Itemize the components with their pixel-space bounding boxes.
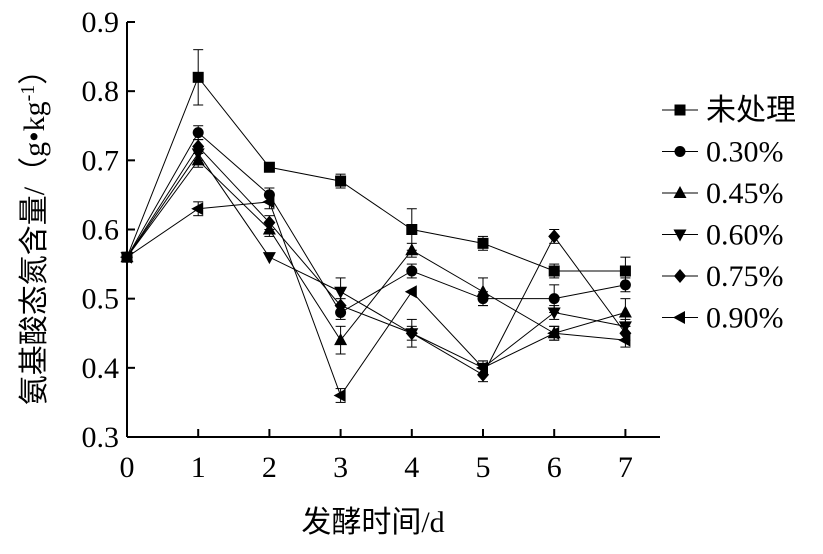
x-tick-label: 1 — [191, 451, 206, 484]
data-point — [476, 361, 488, 375]
y-axis-title: 氨基酸态氮含量/（g•kg-1） — [17, 55, 51, 406]
series-1 — [121, 49, 631, 286]
data-point — [477, 237, 489, 249]
series-line — [126, 159, 626, 342]
x-tick-label: 0 — [120, 451, 135, 484]
series-line — [126, 201, 626, 397]
y-axis-title-sup: -1 — [17, 85, 39, 102]
data-point — [334, 286, 348, 299]
legend-marker — [673, 229, 687, 242]
data-point — [263, 161, 275, 173]
y-tick-label: 0.5 — [82, 283, 120, 316]
data-point — [619, 265, 631, 277]
data-point — [405, 326, 418, 341]
y-axis-title-tail: ） — [18, 55, 51, 85]
data-point — [334, 333, 348, 346]
y-tick-label: 0.7 — [82, 144, 120, 177]
data-point — [192, 139, 205, 154]
series-line — [126, 76, 626, 272]
legend-label: 0.30% — [706, 136, 784, 169]
legend-marker — [674, 104, 686, 116]
ticks: 0.3 0.4 0.5 0.6 0.7 0.8 0.9 0 1 2 3 4 5 6 7 — [82, 6, 633, 484]
legend-item: 0.75% — [662, 260, 784, 293]
data-point — [404, 285, 417, 299]
data-point — [547, 326, 560, 340]
data-point — [262, 195, 275, 209]
data-point — [405, 243, 419, 256]
data-point — [120, 250, 132, 264]
x-tick-label: 7 — [618, 451, 633, 484]
series-line — [126, 131, 626, 314]
data-point — [548, 229, 561, 244]
series-line — [126, 152, 626, 369]
series-line — [126, 145, 626, 376]
legend-item: 0.90% — [662, 302, 784, 335]
legend-item: 0.30% — [662, 136, 784, 169]
legend-label: 未处理 — [706, 94, 796, 127]
series-6 — [120, 194, 631, 403]
data-point — [192, 71, 204, 83]
y-axis-title-main: 氨基酸态氮含量/（g•kg — [18, 101, 51, 405]
legend: 未处理 0.30% 0.45% 0.60% 0.75% 0.90% — [662, 94, 796, 335]
legend-label: 0.60% — [706, 219, 784, 252]
data-point — [547, 307, 561, 320]
series-2 — [121, 125, 631, 320]
y-tick-label: 0.6 — [82, 214, 120, 247]
legend-item: 0.45% — [662, 177, 784, 210]
data-point — [262, 252, 276, 265]
legend-item: 未处理 — [662, 94, 796, 127]
data-point — [619, 279, 631, 291]
data-point — [548, 265, 560, 277]
legend-marker — [674, 269, 686, 283]
legend-marker — [673, 311, 685, 324]
series-3 — [120, 152, 632, 355]
data-point — [406, 224, 418, 235]
data-point — [263, 215, 276, 230]
data-point — [618, 305, 632, 318]
legend-item: 0.60% — [662, 219, 784, 252]
data-point — [334, 298, 347, 313]
data-point — [476, 284, 490, 297]
legend-label: 0.90% — [706, 302, 784, 335]
series-group — [120, 49, 632, 403]
x-axis-title: 发酵时间/d — [301, 506, 444, 539]
x-tick-label: 2 — [262, 451, 277, 484]
data-point — [335, 175, 347, 187]
legend-marker — [674, 146, 686, 157]
y-tick-label: 0.4 — [82, 352, 120, 385]
x-tick-label: 3 — [333, 451, 348, 484]
series-5 — [121, 139, 632, 383]
x-tick-label: 6 — [547, 451, 562, 484]
legend-label: 0.45% — [706, 177, 784, 210]
y-tick-label: 0.9 — [82, 6, 120, 39]
y-tick-label: 0.3 — [82, 421, 120, 454]
y-tick-label: 0.8 — [82, 75, 120, 108]
data-point — [333, 389, 346, 402]
x-tick-label: 4 — [404, 451, 419, 484]
data-point — [406, 265, 418, 277]
data-point — [618, 333, 631, 347]
data-point — [191, 202, 204, 216]
data-point — [192, 127, 204, 139]
legend-marker — [673, 186, 687, 198]
axes — [126, 22, 660, 438]
data-point — [548, 293, 560, 305]
x-tick-label: 5 — [476, 451, 491, 484]
legend-label: 0.75% — [706, 260, 784, 293]
